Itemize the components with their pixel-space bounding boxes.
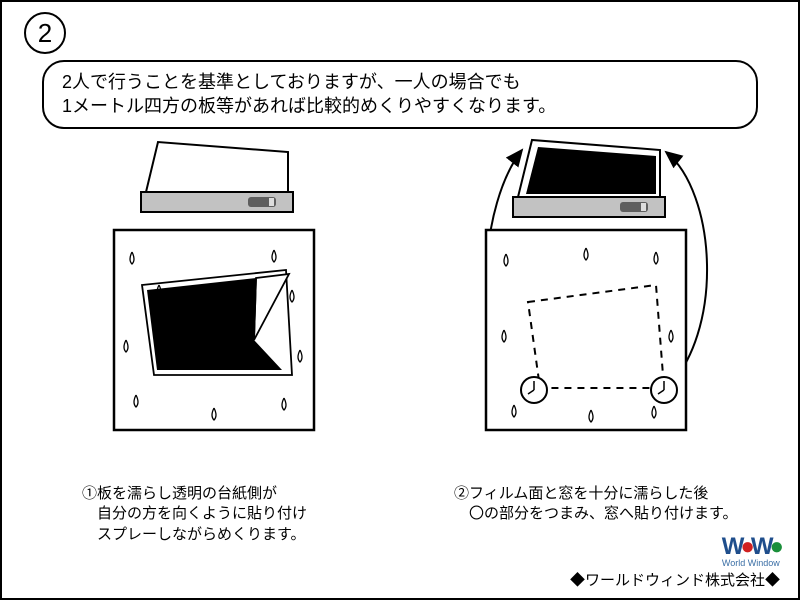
intro-line-1: 2人で行うことを基準としておりますが、一人の場合でも	[62, 70, 738, 94]
panel-left-caption: ①板を濡らし透明の台紙側が 自分の方を向くように貼り付け スプレーしながらめくり…	[54, 484, 374, 545]
brand-logo: W●W● World Window	[722, 535, 780, 568]
brand-name-jp: ワールドウィンド株式会社	[570, 569, 780, 590]
panel-left-illustration	[74, 132, 354, 472]
brand-name-en: World Window	[722, 559, 780, 568]
intro-callout: 2人で行うことを基準としておりますが、一人の場合でも 1メートル四方の板等があれ…	[42, 60, 758, 129]
panel-right-caption: ②フィルム面と窓を十分に濡らした後 〇の部分をつまみ、窓へ貼り付けます。	[426, 484, 746, 525]
panel-right: ②フィルム面と窓を十分に濡らした後 〇の部分をつまみ、窓へ貼り付けます。	[426, 132, 746, 545]
intro-line-2: 1メートル四方の板等があれば比較的めくりやすくなります。	[62, 94, 738, 118]
logo-mark-icon: W●W●	[722, 535, 780, 559]
step-number-badge: 2	[24, 12, 66, 54]
panel-left: ①板を濡らし透明の台紙側が 自分の方を向くように貼り付け スプレーしながらめくり…	[54, 132, 374, 545]
instruction-panels: ①板を濡らし透明の台紙側が 自分の方を向くように貼り付け スプレーしながらめくり…	[2, 132, 798, 545]
panel-right-illustration	[426, 132, 746, 472]
